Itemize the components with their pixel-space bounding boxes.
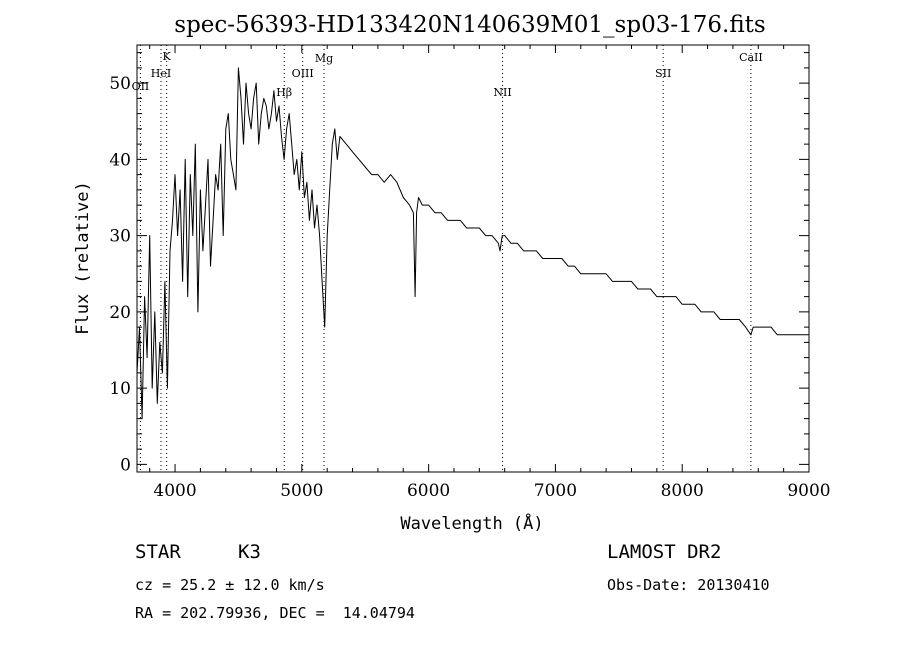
y-tick-label: 0 bbox=[120, 455, 131, 475]
line-label: CaII bbox=[739, 51, 763, 64]
y-axis-label: Flux (relative) bbox=[73, 181, 93, 335]
x-tick-label: 7000 bbox=[534, 481, 577, 501]
line-label: K bbox=[163, 50, 172, 63]
x-tick-label: 4000 bbox=[153, 481, 196, 501]
spectrum-series bbox=[136, 67, 809, 420]
line-label: HeI bbox=[151, 67, 171, 80]
line-label: Hβ bbox=[276, 86, 292, 99]
line-label: SII bbox=[655, 67, 671, 80]
chart-title: spec-56393-HD133420N140639M01_sp03-176.f… bbox=[174, 12, 765, 38]
object-class: STAR bbox=[135, 541, 181, 563]
line-label: OIII bbox=[292, 67, 314, 80]
observation-date: Obs-Date: 20130410 bbox=[607, 576, 770, 594]
y-tick-label: 10 bbox=[109, 379, 131, 399]
x-tick-label: 6000 bbox=[407, 481, 450, 501]
line-label: OII bbox=[132, 80, 150, 93]
line-label: NII bbox=[493, 86, 511, 99]
object-subclass: K3 bbox=[238, 541, 261, 563]
redshift-cz: cz = 25.2 ± 12.0 km/s bbox=[135, 576, 325, 594]
spectrum-line-0 bbox=[136, 67, 809, 420]
ra-dec: RA = 202.79936, DEC = 14.04794 bbox=[135, 604, 415, 622]
x-axis-label: Wavelength (Å) bbox=[400, 512, 543, 534]
y-tick-label: 50 bbox=[109, 74, 131, 94]
line-label: Mg bbox=[315, 52, 333, 65]
x-tick-label: 9000 bbox=[787, 481, 830, 501]
y-tick-label: 40 bbox=[109, 150, 131, 170]
y-tick-label: 20 bbox=[109, 303, 131, 323]
y-tick-label: 30 bbox=[109, 227, 131, 247]
survey-name: LAMOST DR2 bbox=[607, 541, 722, 563]
plot-frame bbox=[136, 44, 810, 473]
axis-ticks: 4000 5000 6000 7000 8000 9000 0 10 20 30 40 50 bbox=[109, 45, 831, 501]
x-tick-label: 8000 bbox=[661, 481, 704, 501]
x-tick-label: 5000 bbox=[280, 481, 323, 501]
